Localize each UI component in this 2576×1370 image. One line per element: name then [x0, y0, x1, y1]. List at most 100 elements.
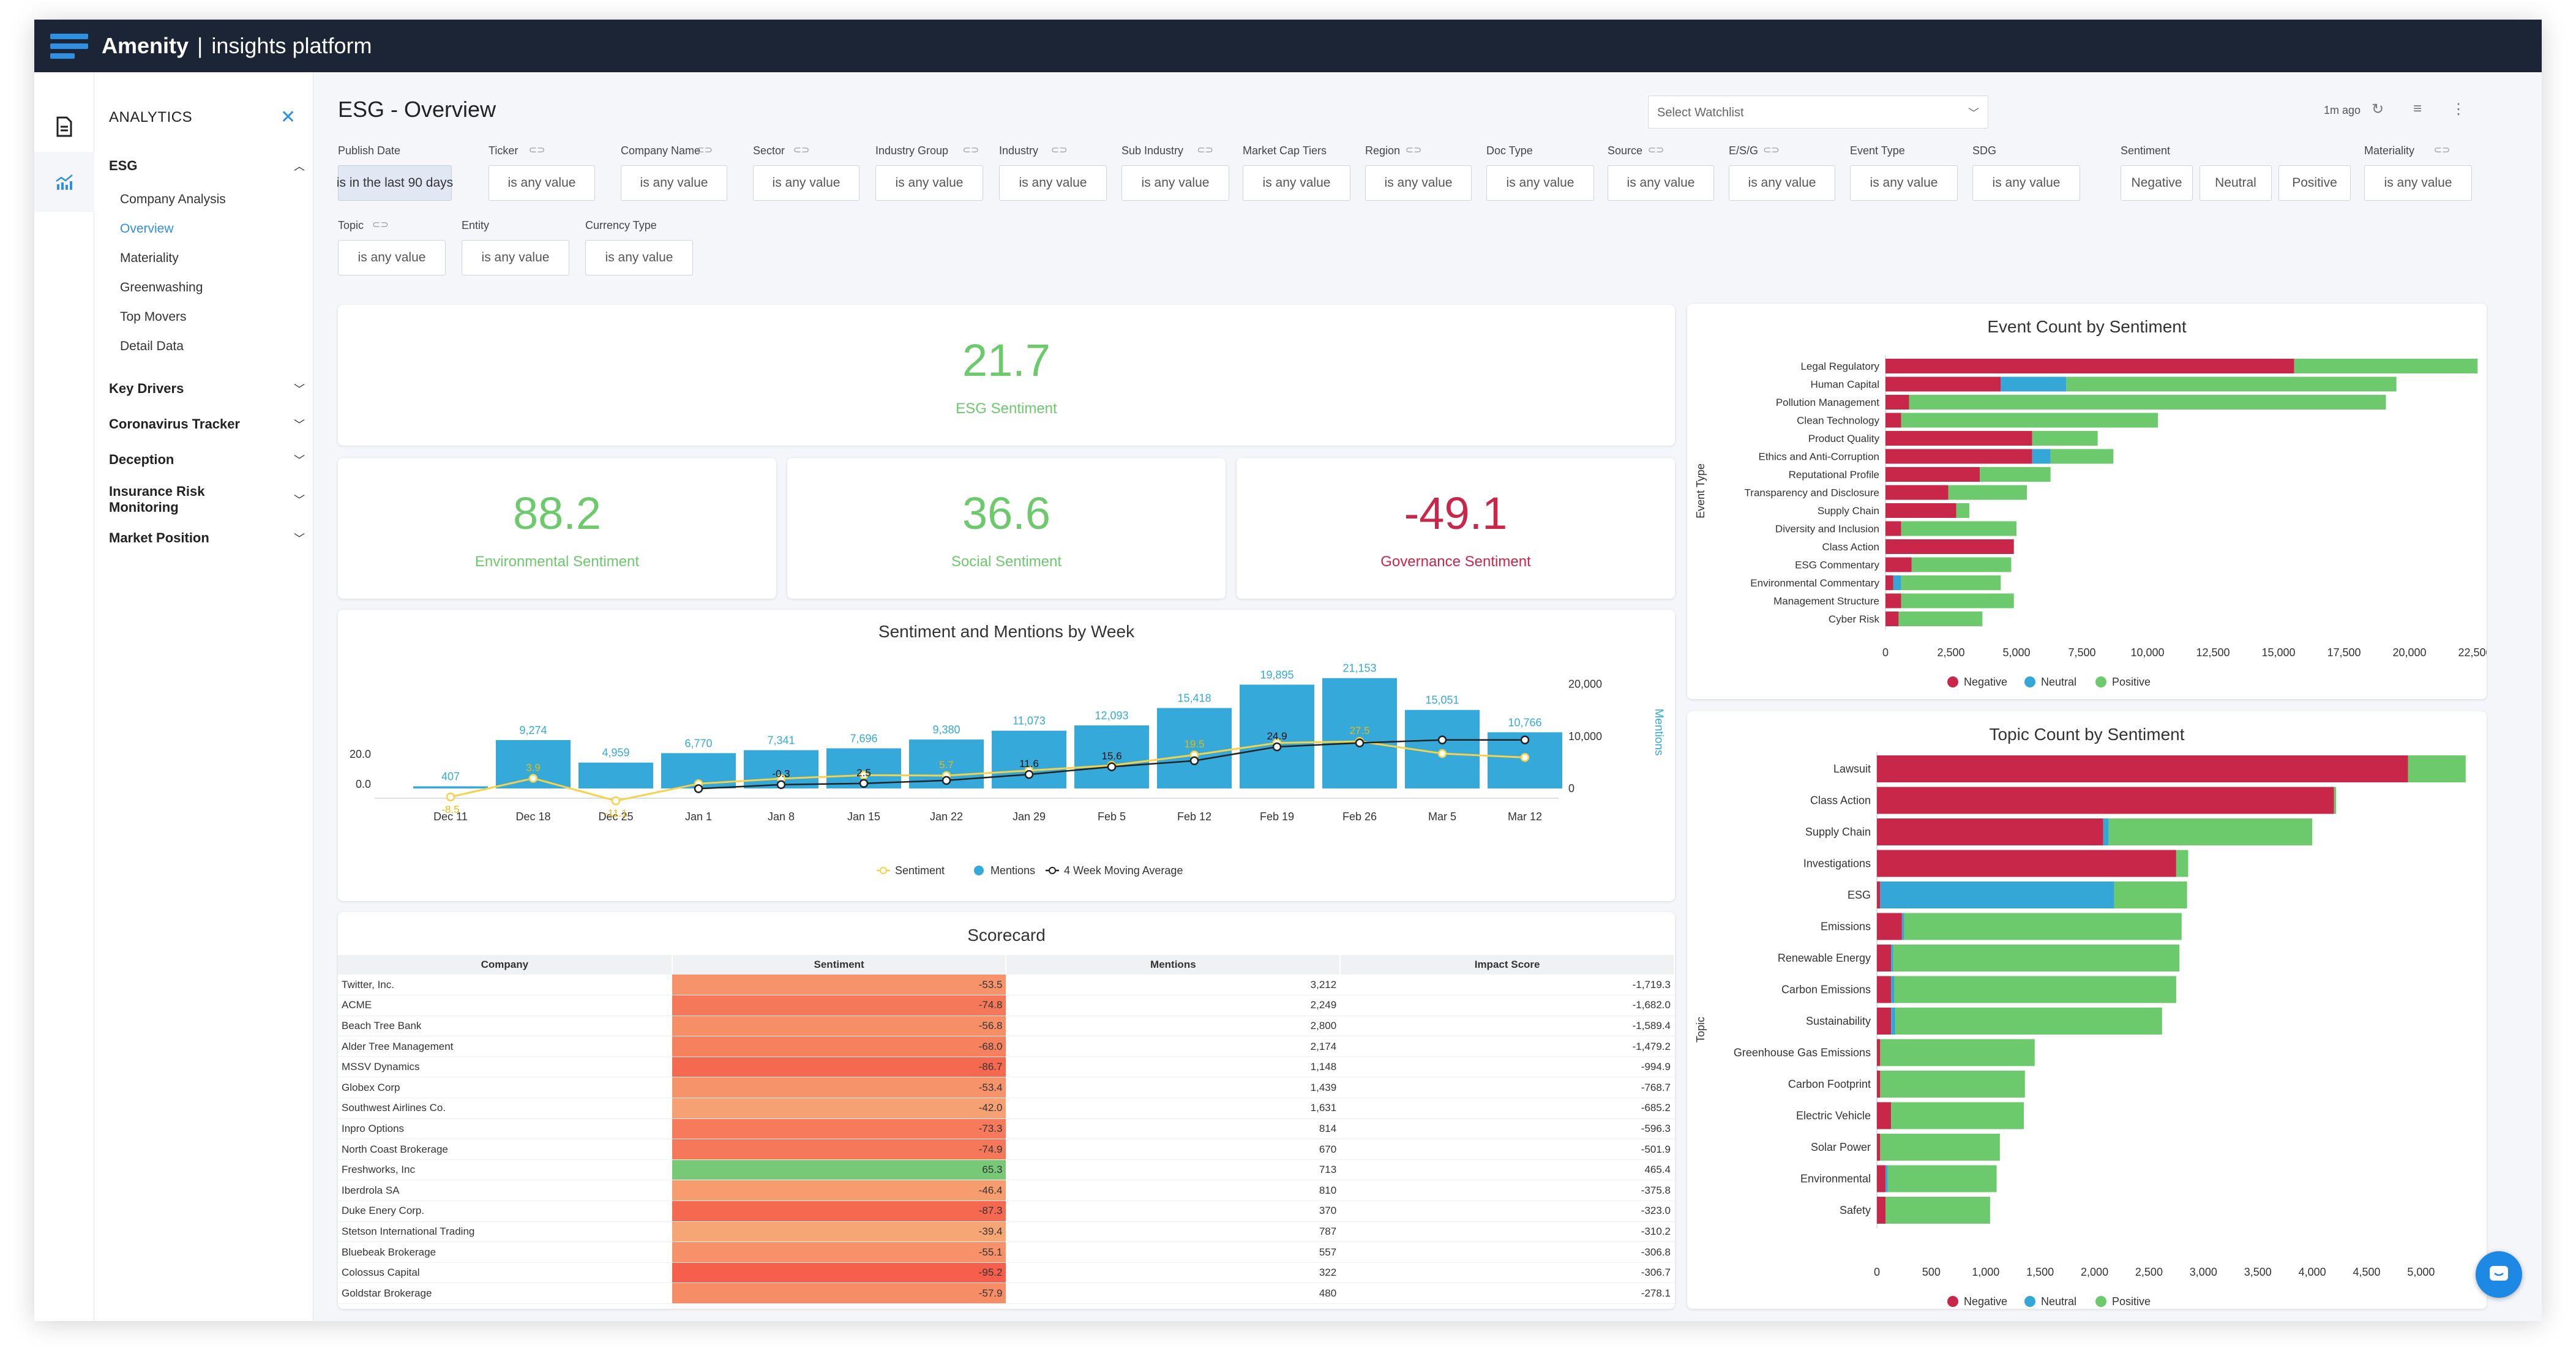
- table-row[interactable]: MSSV Dynamics -86.7 1,148 -994.9: [338, 1057, 1674, 1078]
- column-header-company[interactable]: Company: [338, 955, 673, 975]
- legend-label[interactable]: Neutral: [2041, 676, 2076, 688]
- moving-average-point[interactable]: [1355, 738, 1365, 747]
- bar-segment-positive[interactable]: [1885, 1197, 1990, 1224]
- legend-label[interactable]: Mentions: [990, 864, 1035, 877]
- mentions-bar[interactable]: [1157, 708, 1232, 788]
- bar-segment-neutral[interactable]: [2032, 449, 2051, 464]
- link-icon[interactable]: ⊂⊃: [1763, 145, 1780, 155]
- link-icon[interactable]: ⊂⊃: [372, 220, 389, 230]
- filter-topic[interactable]: is any value: [338, 240, 446, 275]
- bar-segment-positive[interactable]: [1901, 575, 2001, 590]
- link-icon[interactable]: ⊂⊃: [1197, 145, 1213, 155]
- filter-market-cap-tiers[interactable]: is any value: [1243, 165, 1350, 201]
- table-row[interactable]: Stetson International Trading -39.4 787 -31…: [338, 1221, 1674, 1243]
- bar-segment-negative[interactable]: [1885, 593, 1901, 608]
- bar-segment-positive[interactable]: [1898, 612, 1983, 626]
- bar-segment-negative[interactable]: [1885, 467, 1980, 482]
- bar-segment-negative[interactable]: [1877, 913, 1902, 940]
- close-icon[interactable]: ✕: [280, 107, 296, 127]
- bar-segment-positive[interactable]: [2108, 818, 2313, 845]
- table-row[interactable]: Freshworks, Inc 65.3 713 465.4: [338, 1159, 1674, 1181]
- bar-segment-negative[interactable]: [1885, 575, 1893, 590]
- sentiment-point[interactable]: [859, 771, 869, 780]
- bar-segment-positive[interactable]: [1893, 945, 2180, 971]
- bar-segment-positive[interactable]: [1909, 395, 2386, 410]
- bar-segment-positive[interactable]: [2408, 755, 2466, 782]
- moving-average-point[interactable]: [1272, 742, 1282, 752]
- bar-segment-neutral[interactable]: [1891, 976, 1895, 1003]
- column-header-impact-score[interactable]: Impact Score: [1340, 955, 1675, 975]
- bar-segment-positive[interactable]: [2050, 449, 2114, 464]
- bar-segment-positive[interactable]: [2114, 882, 2187, 908]
- bar-segment-negative[interactable]: [1885, 557, 1912, 572]
- bar-segment-negative[interactable]: [1885, 612, 1899, 626]
- amenity-logo-icon[interactable]: [50, 33, 88, 59]
- bar-segment-negative[interactable]: [1885, 376, 2001, 392]
- sentiment-point[interactable]: [446, 792, 455, 802]
- table-row[interactable]: Globex Corp -53.4 1,439 -768.7: [338, 1077, 1674, 1099]
- table-row[interactable]: Colossus Capital -95.2 322 -306.7: [338, 1262, 1674, 1284]
- filter-icon[interactable]: ≡: [2413, 100, 2422, 117]
- column-header-mentions[interactable]: Mentions: [1006, 955, 1341, 975]
- table-row[interactable]: Goldstar Brokerage -57.9 480 -278.1: [338, 1282, 1674, 1304]
- table-row[interactable]: Bluebeak Brokerage -55.1 557 -306.8: [338, 1241, 1674, 1263]
- link-icon[interactable]: ⊂⊃: [1050, 145, 1068, 155]
- link-icon[interactable]: ⊂⊃: [528, 145, 545, 155]
- legend-label[interactable]: Positive: [2112, 1295, 2151, 1308]
- link-icon[interactable]: ⊂⊃: [962, 145, 979, 155]
- table-row[interactable]: Twitter, Inc. -53.5 3,212 -1,719.3: [338, 975, 1674, 996]
- moving-average-point[interactable]: [694, 784, 703, 793]
- bar-segment-negative[interactable]: [1885, 359, 2294, 373]
- chat-icon[interactable]: [2476, 1251, 2522, 1298]
- sidebar-section-market-position[interactable]: Market Position ﹀: [109, 530, 305, 546]
- link-icon[interactable]: ⊂⊃: [1647, 145, 1664, 155]
- analytics-icon[interactable]: [34, 152, 94, 212]
- bar-segment-neutral[interactable]: [2103, 818, 2109, 845]
- bar-segment-negative[interactable]: [1885, 431, 2032, 446]
- sentiment-point[interactable]: [528, 774, 538, 783]
- sidebar-section-insurance-risk-monitoring[interactable]: Insurance Risk Monitoring ﹀: [109, 484, 305, 515]
- bar-segment-positive[interactable]: [1901, 413, 2159, 428]
- filter-event-type[interactable]: is any value: [1850, 165, 1958, 201]
- sidebar-section-coronavirus-tracker[interactable]: Coronavirus Tracker ﹀: [109, 416, 305, 432]
- bar-segment-negative[interactable]: [1877, 787, 2334, 814]
- bar-segment-positive[interactable]: [1980, 467, 2051, 482]
- bar-segment-neutral[interactable]: [1893, 575, 1901, 590]
- mentions-bar[interactable]: [1240, 684, 1314, 788]
- filter-company-name[interactable]: is any value: [621, 165, 727, 201]
- filter-sdg[interactable]: is any value: [1972, 165, 2080, 201]
- filter-ticker[interactable]: is any value: [489, 165, 595, 201]
- table-row[interactable]: Iberdrola SA -46.4 810 -375.8: [338, 1180, 1674, 1202]
- bar-segment-negative[interactable]: [1877, 818, 2103, 845]
- link-icon[interactable]: ⊂⊃: [1405, 145, 1422, 155]
- legend-label[interactable]: 4 Week Moving Average: [1064, 864, 1183, 877]
- legend-label[interactable]: Negative: [1964, 676, 2007, 688]
- sidebar-item-overview[interactable]: Overview: [120, 222, 174, 236]
- table-row[interactable]: Inpro Options -73.3 814 -596.3: [338, 1118, 1674, 1140]
- moving-average-point[interactable]: [1189, 756, 1199, 766]
- filter-e-s-g[interactable]: is any value: [1729, 165, 1835, 201]
- moving-average-point[interactable]: [1520, 735, 1530, 744]
- bar-segment-negative[interactable]: [1877, 850, 2176, 877]
- document-icon[interactable]: [34, 97, 94, 157]
- filter-sector[interactable]: is any value: [753, 165, 859, 201]
- table-row[interactable]: Alder Tree Management -68.0 2,174 -1,479.2: [338, 1036, 1674, 1057]
- mentions-bar[interactable]: [1074, 725, 1149, 788]
- sentiment-point[interactable]: [1520, 753, 1530, 762]
- bar-segment-negative[interactable]: [1877, 945, 1892, 971]
- sentiment-option-neutral[interactable]: Neutral: [2200, 165, 2272, 201]
- bar-segment-negative[interactable]: [1877, 755, 2408, 782]
- bar-segment-positive[interactable]: [1901, 593, 2014, 608]
- moving-average-point[interactable]: [942, 776, 951, 785]
- refresh-icon[interactable]: ↻: [2372, 101, 2384, 118]
- filter-entity[interactable]: is any value: [462, 240, 569, 275]
- bar-segment-negative[interactable]: [1877, 1197, 1886, 1224]
- bar-segment-positive[interactable]: [2032, 431, 2098, 446]
- sidebar-item-materiality[interactable]: Materiality: [120, 251, 179, 265]
- sentiment-option-positive[interactable]: Positive: [2278, 165, 2351, 201]
- bar-segment-neutral[interactable]: [1891, 945, 1893, 971]
- legend-label[interactable]: Positive: [2112, 676, 2151, 688]
- bar-segment-positive[interactable]: [1891, 1102, 2024, 1129]
- moving-average-point[interactable]: [776, 780, 786, 789]
- bar-segment-positive[interactable]: [1894, 976, 2176, 1003]
